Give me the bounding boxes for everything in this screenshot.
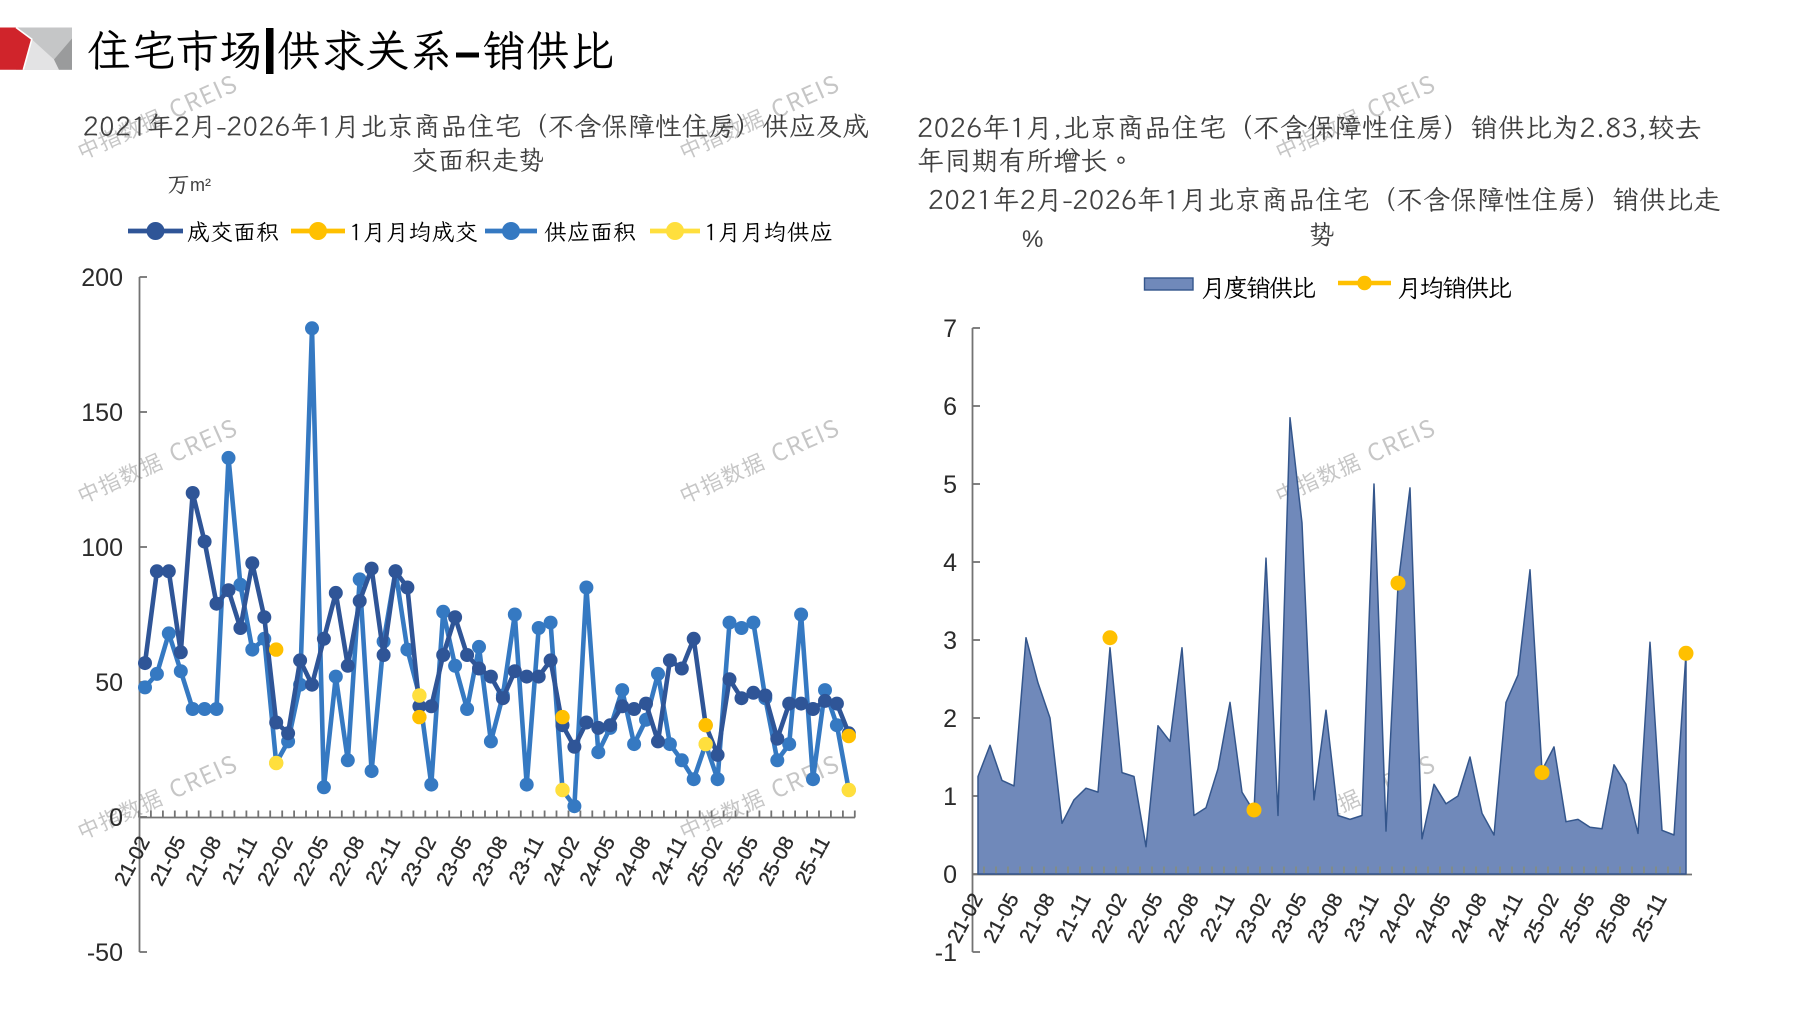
svg-text:4: 4	[943, 549, 957, 577]
svg-text:3: 3	[943, 627, 957, 655]
svg-text:150: 150	[81, 399, 123, 427]
svg-text:0: 0	[109, 804, 123, 832]
svg-text:-1: -1	[935, 939, 957, 967]
svg-text:2: 2	[943, 705, 957, 733]
svg-text:25-08: 25-08	[1591, 890, 1636, 947]
svg-text:%: %	[1022, 226, 1043, 253]
svg-text:1: 1	[943, 783, 957, 811]
svg-text:25-08: 25-08	[754, 833, 799, 890]
svg-text:200: 200	[81, 264, 123, 292]
svg-text:0: 0	[943, 861, 957, 889]
svg-text:22-08: 22-08	[325, 833, 370, 890]
svg-text:21-08: 21-08	[1015, 890, 1060, 947]
svg-text:25-11: 25-11	[1628, 890, 1672, 946]
svg-text:m²: m²	[190, 175, 211, 195]
svg-text:23-08: 23-08	[468, 833, 513, 890]
svg-text:7: 7	[943, 315, 957, 343]
svg-text:6: 6	[943, 393, 957, 421]
svg-text:-50: -50	[87, 939, 123, 967]
svg-text:5: 5	[943, 471, 957, 499]
svg-text:50: 50	[95, 669, 123, 697]
svg-text:24-08: 24-08	[1447, 890, 1492, 947]
svg-text:22-08: 22-08	[1159, 890, 1204, 947]
svg-text:23-08: 23-08	[1303, 890, 1348, 947]
svg-text:24-08: 24-08	[611, 833, 656, 890]
svg-text:25-11: 25-11	[791, 833, 835, 889]
svg-text:21-08: 21-08	[181, 833, 226, 890]
svg-text:100: 100	[81, 534, 123, 562]
